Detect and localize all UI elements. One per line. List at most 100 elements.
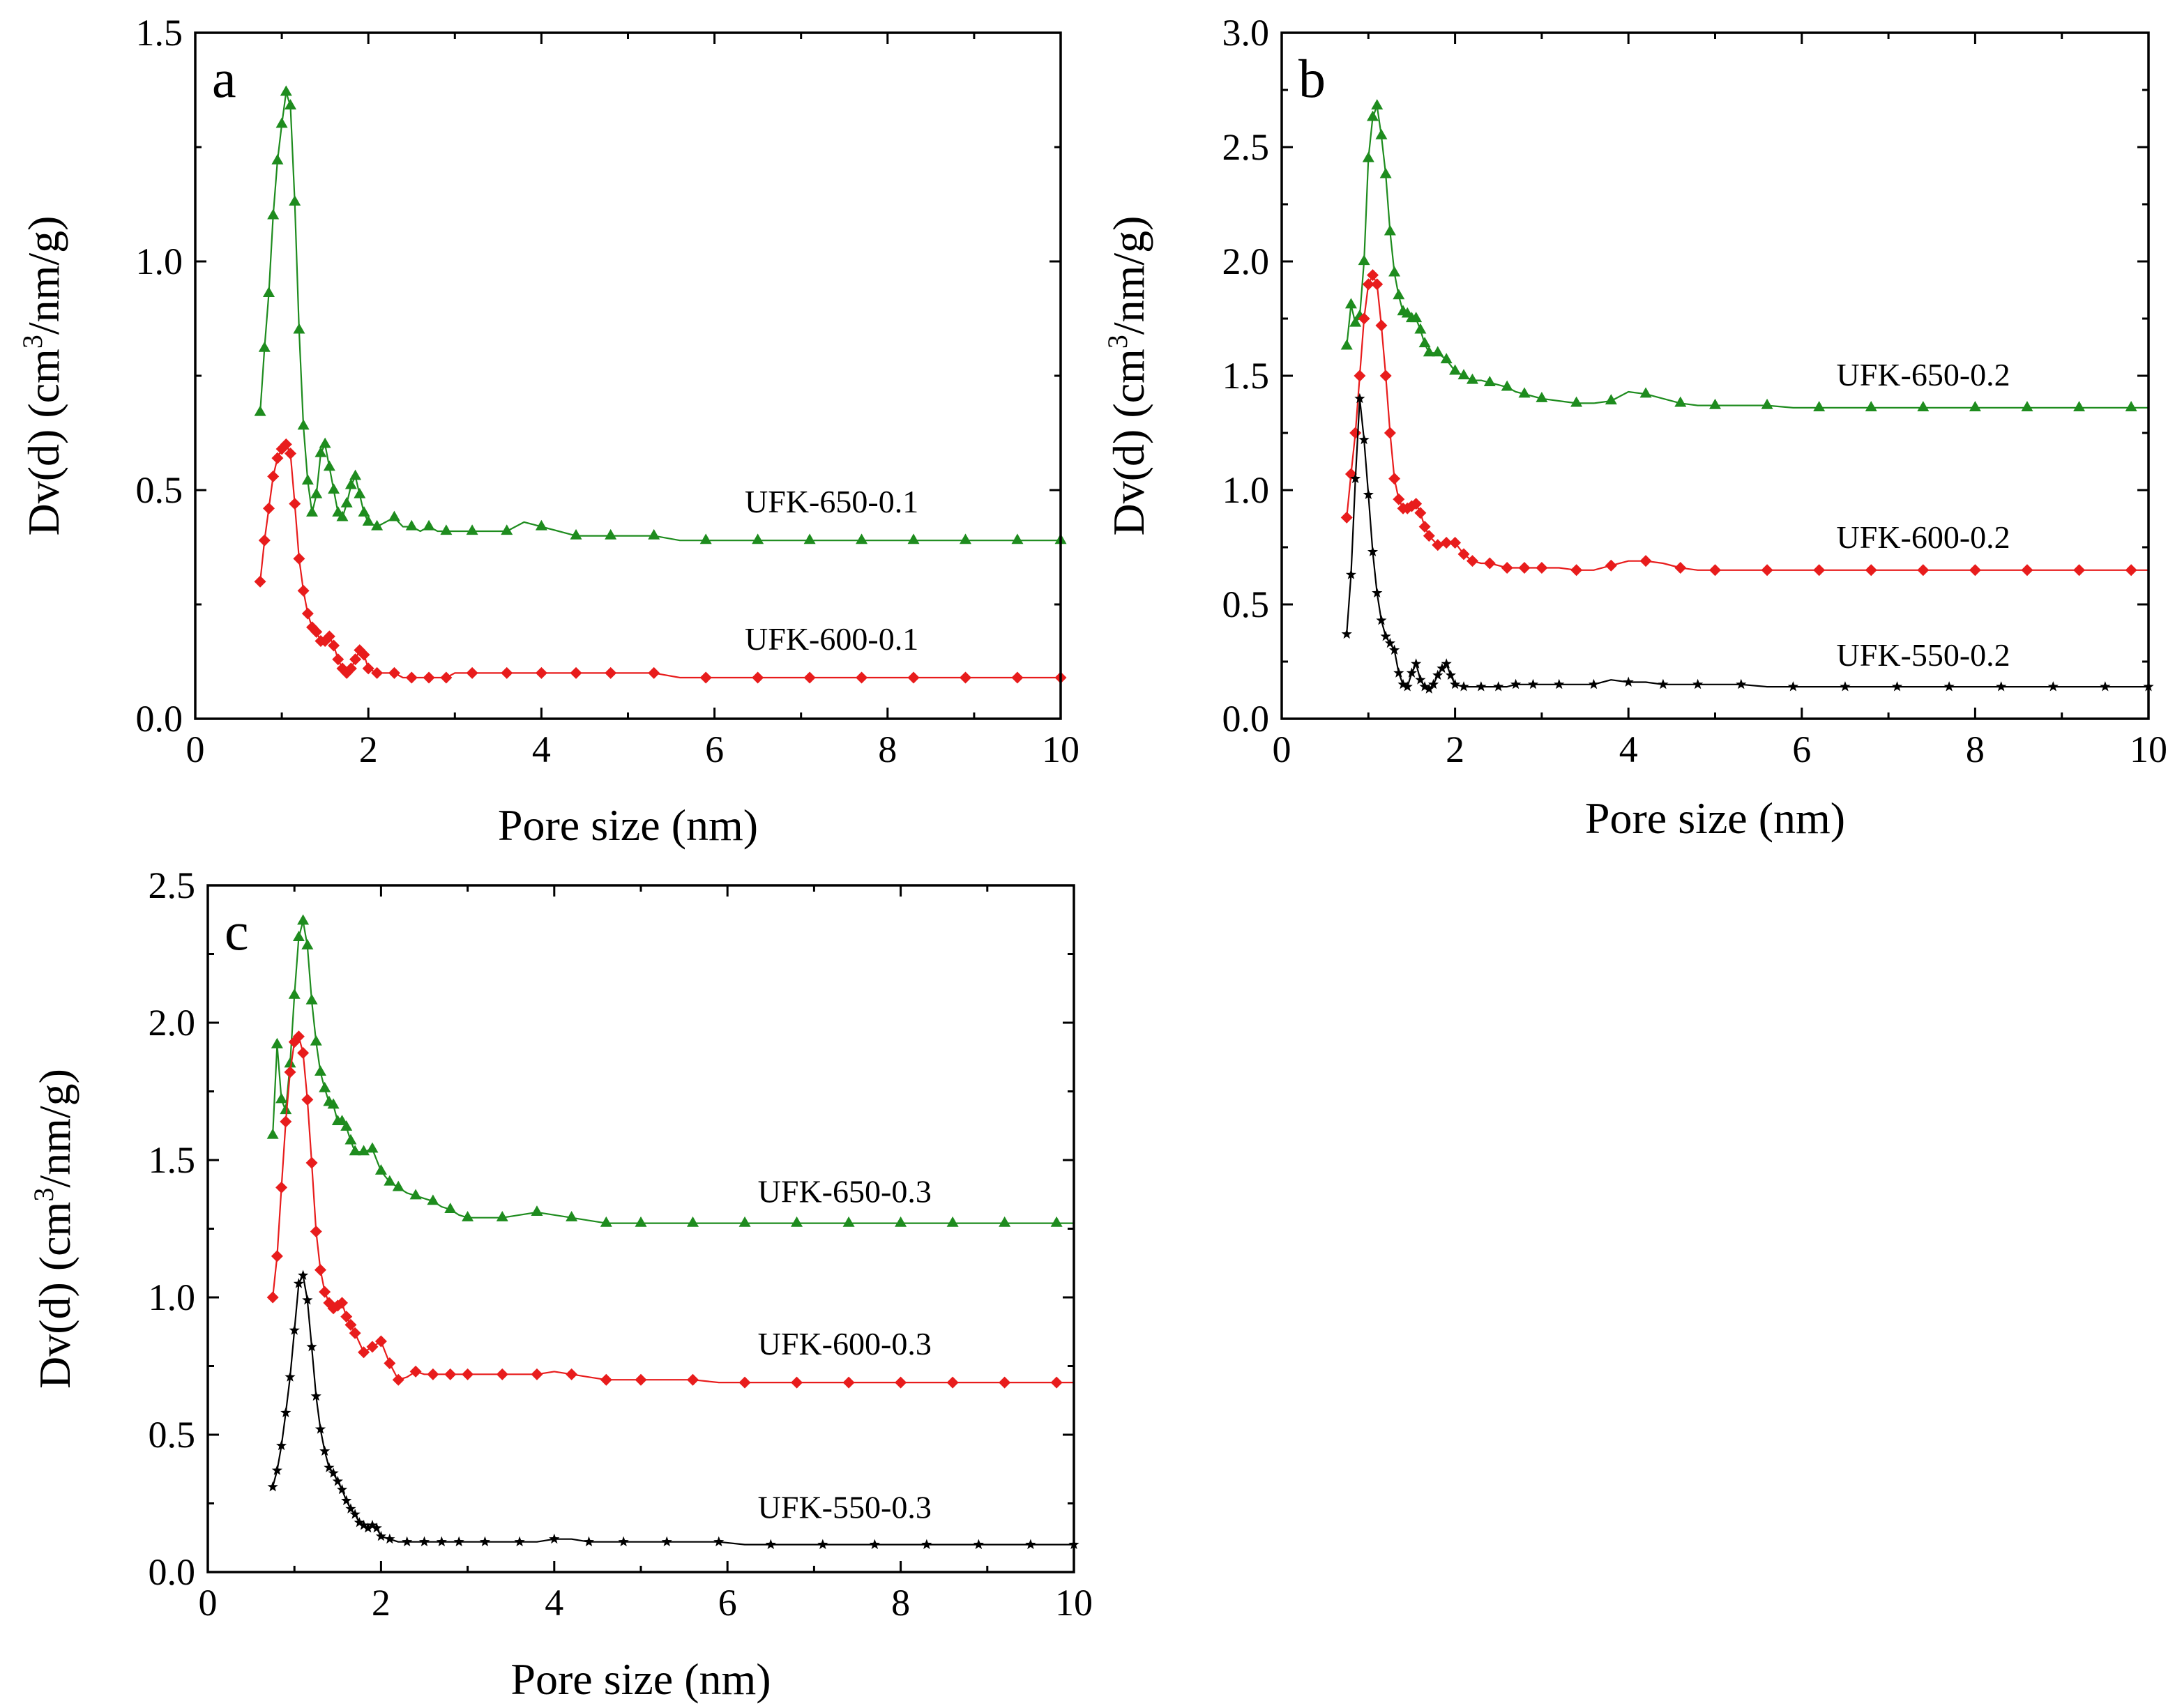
data-point [267,208,280,220]
data-point [319,1445,331,1456]
data-point [349,1145,361,1156]
data-point [436,1536,447,1547]
y-tick-label: 1.5 [149,1139,196,1181]
data-point [1449,536,1462,549]
data-point [440,524,453,535]
data-point [699,671,712,684]
y-tick-label: 0.0 [1222,698,1270,740]
data-point [292,1030,305,1043]
data-point [275,117,288,128]
data-point [288,988,301,999]
data-point [1384,224,1396,236]
data-point [341,1495,352,1506]
data-point [803,533,816,544]
data-point [271,1037,283,1049]
data-point [358,648,370,661]
x-tick-label: 4 [532,729,551,770]
data-point [262,287,275,298]
data-point [289,195,301,206]
data-point [817,1539,828,1550]
data-point [713,1536,725,1547]
data-point [444,1368,457,1380]
y-axis-title: Dv(d) (cm3/nm/g) [28,1069,79,1389]
data-point [1423,346,1435,357]
data-point [1011,533,1024,544]
data-point [1379,167,1392,178]
data-point [402,1536,413,1547]
x-axis-title: Pore size (nm) [1585,793,1845,843]
data-point [297,914,310,925]
data-point [349,1509,361,1519]
data-point [275,1181,288,1194]
series-label: UFK-600-0.3 [758,1326,932,1362]
data-point [1813,564,1826,577]
data-point [319,1081,331,1092]
data-point [531,1205,543,1216]
data-point [367,1520,378,1530]
data-point [2047,681,2059,692]
data-point [1406,667,1418,678]
data-point [1340,339,1353,350]
data-point [305,1157,318,1169]
x-tick-label: 0 [186,729,205,770]
data-point [959,671,971,684]
data-point [280,438,292,450]
data-point [366,1142,379,1153]
data-point [1536,562,1548,574]
data-point [1411,658,1422,669]
data-point [1692,678,1704,689]
data-point [1384,637,1395,648]
data-point [946,1376,959,1389]
data-point [1996,681,2007,692]
data-point [1423,683,1434,694]
data-point [791,1376,803,1389]
y-tick-label: 1.0 [149,1276,196,1318]
data-point [328,639,340,652]
data-point [1375,319,1388,332]
x-tick-label: 8 [878,729,897,770]
data-point [284,1057,296,1068]
x-tick-label: 0 [199,1582,218,1624]
y-tick-label: 1.0 [1222,469,1270,511]
data-point [1380,630,1391,641]
series-UFK-650-0.1 [254,85,1067,544]
y-tick-label: 3.0 [1222,12,1270,54]
data-point [1371,278,1384,291]
data-point [340,1311,353,1323]
data-point [405,671,418,684]
data-point [293,323,305,334]
data-point [310,1035,322,1046]
panel-letter: c [225,901,249,961]
data-point [319,437,331,448]
data-point [791,1216,803,1227]
data-point [1427,678,1439,689]
data-point [895,1376,907,1389]
series-label: UFK-650-0.1 [745,484,918,519]
x-tick-label: 10 [2130,729,2167,770]
data-point [605,528,617,540]
x-axis-title: Pore size (nm) [510,1654,771,1704]
data-point [738,1216,751,1227]
data-point [1917,401,1930,412]
data-point [462,1210,474,1221]
data-point [1761,398,1773,409]
series-line [1346,397,2149,690]
data-point [423,519,435,531]
data-point [1367,269,1379,282]
data-point [371,1522,382,1533]
data-point [275,1092,288,1104]
x-axis-title: Pore size (nm) [498,800,758,850]
x-tick-label: 8 [891,1582,910,1624]
data-point [2073,401,2086,412]
data-point [254,575,266,588]
data-point [765,1539,776,1550]
data-point [1414,507,1427,519]
data-point [289,498,301,510]
data-point [1840,681,1851,692]
data-point [388,666,400,679]
data-point [271,153,284,165]
data-point [921,1539,932,1550]
data-point [999,1376,1011,1389]
plot-frame [194,31,1062,720]
